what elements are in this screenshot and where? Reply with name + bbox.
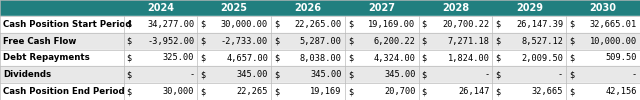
Text: $: $ [274,70,279,79]
Text: 6,200.22: 6,200.22 [374,37,415,46]
Text: 2026: 2026 [294,3,321,13]
Text: $: $ [200,87,205,96]
Text: -: - [558,70,563,79]
Text: $: $ [569,70,575,79]
Text: 4,324.00: 4,324.00 [374,54,415,62]
Text: -2,733.00: -2,733.00 [221,37,268,46]
Text: $: $ [274,87,279,96]
Bar [0,0,640,16]
Text: 325.00: 325.00 [163,54,195,62]
Text: 20,700.22: 20,700.22 [442,20,490,29]
Text: $: $ [200,37,205,46]
Text: 10,000.00: 10,000.00 [589,37,637,46]
Text: 32,665.01: 32,665.01 [589,20,637,29]
Text: 2024: 2024 [147,3,174,13]
Text: $: $ [422,20,427,29]
Text: $: $ [569,54,575,62]
Text: 2028: 2028 [442,3,469,13]
Text: -3,952.00: -3,952.00 [147,37,195,46]
Text: 2030: 2030 [589,3,616,13]
Text: $: $ [495,37,500,46]
Text: 34,277.00: 34,277.00 [147,20,195,29]
Text: $: $ [127,87,132,96]
Bar [0,33,640,50]
Text: -: - [189,70,195,79]
Text: 345.00: 345.00 [237,70,268,79]
Text: $: $ [569,37,575,46]
Text: $: $ [495,87,500,96]
Text: $: $ [200,20,205,29]
Text: 30,000: 30,000 [163,87,195,96]
Text: $: $ [274,37,279,46]
Text: $: $ [348,70,353,79]
Text: $: $ [569,20,575,29]
Text: Cash Position Start Period: Cash Position Start Period [3,20,131,29]
Text: 8,038.00: 8,038.00 [300,54,342,62]
Text: Debt Repayments: Debt Repayments [3,54,90,62]
Text: 345.00: 345.00 [310,70,342,79]
Text: 2025: 2025 [221,3,248,13]
Text: $: $ [348,87,353,96]
Text: 509.50: 509.50 [605,54,637,62]
Text: $: $ [495,70,500,79]
Text: 20,700: 20,700 [384,87,415,96]
Text: $: $ [274,20,279,29]
Text: $: $ [348,37,353,46]
Text: Cash Position End Period: Cash Position End Period [3,87,125,96]
Text: 26,147.39: 26,147.39 [516,20,563,29]
Text: $: $ [495,54,500,62]
Text: $: $ [348,20,353,29]
Text: 19,169.00: 19,169.00 [369,20,415,29]
Text: $: $ [127,54,132,62]
Text: $: $ [200,70,205,79]
Text: $: $ [274,54,279,62]
Text: 2027: 2027 [368,3,396,13]
Text: 22,265.00: 22,265.00 [294,20,342,29]
Text: $: $ [200,54,205,62]
Text: Dividends: Dividends [3,70,51,79]
Text: 7,271.18: 7,271.18 [447,37,490,46]
Text: 30,000.00: 30,000.00 [221,20,268,29]
Text: $: $ [569,87,575,96]
Text: Free Cash Flow: Free Cash Flow [3,37,76,46]
Text: 22,265: 22,265 [237,87,268,96]
Bar [0,16,640,33]
Text: 32,665: 32,665 [532,87,563,96]
Text: 5,287.00: 5,287.00 [300,37,342,46]
Bar [0,50,640,66]
Text: $: $ [495,20,500,29]
Bar [0,66,640,83]
Text: 26,147: 26,147 [458,87,490,96]
Text: 1,824.00: 1,824.00 [447,54,490,62]
Text: $: $ [422,37,427,46]
Text: 8,527.12: 8,527.12 [521,37,563,46]
Text: $: $ [127,20,132,29]
Text: -: - [484,70,490,79]
Text: $: $ [422,70,427,79]
Text: 42,156: 42,156 [605,87,637,96]
Text: $: $ [422,87,427,96]
Text: 2029: 2029 [516,3,543,13]
Text: 2,009.50: 2,009.50 [521,54,563,62]
Text: 19,169: 19,169 [310,87,342,96]
Text: $: $ [348,54,353,62]
Text: 4,657.00: 4,657.00 [226,54,268,62]
Text: -: - [632,70,637,79]
Bar [0,83,640,100]
Text: 345.00: 345.00 [384,70,415,79]
Text: $: $ [127,70,132,79]
Text: $: $ [422,54,427,62]
Text: $: $ [127,37,132,46]
